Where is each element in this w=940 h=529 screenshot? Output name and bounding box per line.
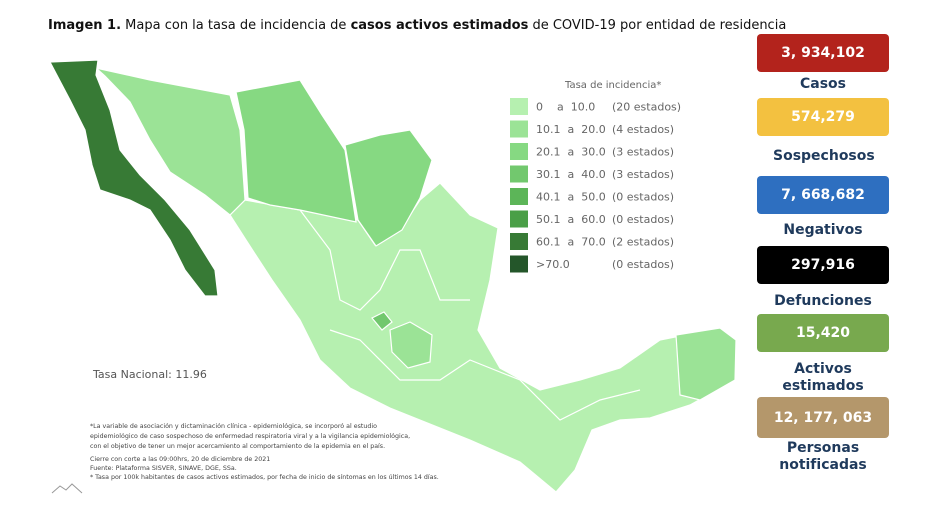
footnote: * Tasa por 100k habitantes de casos acti… [90,473,439,481]
title-text: de COVID-19 por entidad de residencia [528,18,787,33]
logo [51,483,83,494]
legend-range: 0 a 10.0 [536,101,595,114]
stat-value: 3, 934,102 [757,34,889,72]
stat-label: Sospechosos [773,148,875,164]
legend-swatch [510,98,528,115]
legend-swatch [510,165,528,183]
title: Imagen 1. Mapa con la tasa de incidencia… [48,18,786,33]
stat-label: Activos estimados [782,361,864,394]
stat-label-box: Defunciones [757,293,889,310]
legend-swatch [510,255,528,273]
legend-swatch [510,143,528,160]
stat-value: 574,279 [757,98,889,136]
legend-title: Tasa de incidencia* [564,80,661,91]
legend-range: >70.0 [536,258,570,271]
stat-value: 12, 177, 063 [757,397,889,438]
title-lead: Imagen 1. [48,18,122,33]
legend-count: (2 estados) [612,236,674,249]
footnote: *La variable de asociación y dictaminaci… [90,422,377,430]
state [389,321,433,369]
stat-value: 297,916 [757,246,889,284]
state-border [299,209,470,311]
state [235,79,357,223]
stat-label: Negativos [783,222,863,238]
legend-range: 60.1 a 70.0 [536,236,606,249]
stat-label-box: Sospechosos [757,148,889,165]
state [371,311,393,331]
legend-range: 40.1 a 50.0 [536,191,606,204]
states [49,59,737,493]
state [49,59,219,297]
footnote: epidemiológico de caso sospechoso de enf… [90,432,410,440]
stat-label-box: Negativos [757,222,889,239]
logo-mark [51,483,83,494]
map: Tasa de incidencia* 0 a 10.0 (20 estados) 1… [49,59,737,494]
legend-count: (3 estados) [612,146,674,159]
legend-range: 50.1 a 60.0 [536,213,606,226]
national-rate: Tasa Nacional: 11.96 [92,368,207,381]
legend-count: (20 estados) [612,101,681,114]
state [344,129,433,247]
stat-value: 15,420 [757,314,889,352]
stat-label-box: Personas notificadas [757,440,889,474]
legend-swatch [510,210,528,228]
title-emphasis: casos activos estimados [350,18,529,33]
state [675,327,737,401]
stat-label: Personas notificadas [779,440,867,473]
legend-range: 30.1 a 40.0 [536,168,606,181]
legend-swatch [510,233,528,250]
legend-count: (4 estados) [612,123,674,136]
legend-range: 10.1 a 20.0 [536,123,606,136]
legend-swatch [510,188,528,205]
stat-label-box: Activos estimados [757,361,889,395]
state-border [329,329,641,421]
footnote: con el objetivo de tener un mejor acerca… [90,442,385,450]
legend-count: (0 estados) [612,191,674,204]
legend-count: (3 estados) [612,168,674,181]
legend-count: (0 estados) [612,258,674,271]
state [93,66,246,216]
legend-count: (0 estados) [612,213,674,226]
stat-label-box: Casos [757,76,889,93]
legend-range: 20.1 a 30.0 [536,146,606,159]
legend-swatch [510,120,528,138]
footnote: Fuente: Plataforma SISVER, SINAVE, DGE, … [90,465,237,472]
stat-label: Casos [799,76,846,92]
stat-value: 7, 668,682 [757,176,889,214]
footnote: Cierre con corte a las 09:00hrs, 20 de d… [90,456,270,463]
title-text: Mapa con la tasa de incidencia de [121,18,351,33]
stat-label: Defunciones [774,293,872,309]
